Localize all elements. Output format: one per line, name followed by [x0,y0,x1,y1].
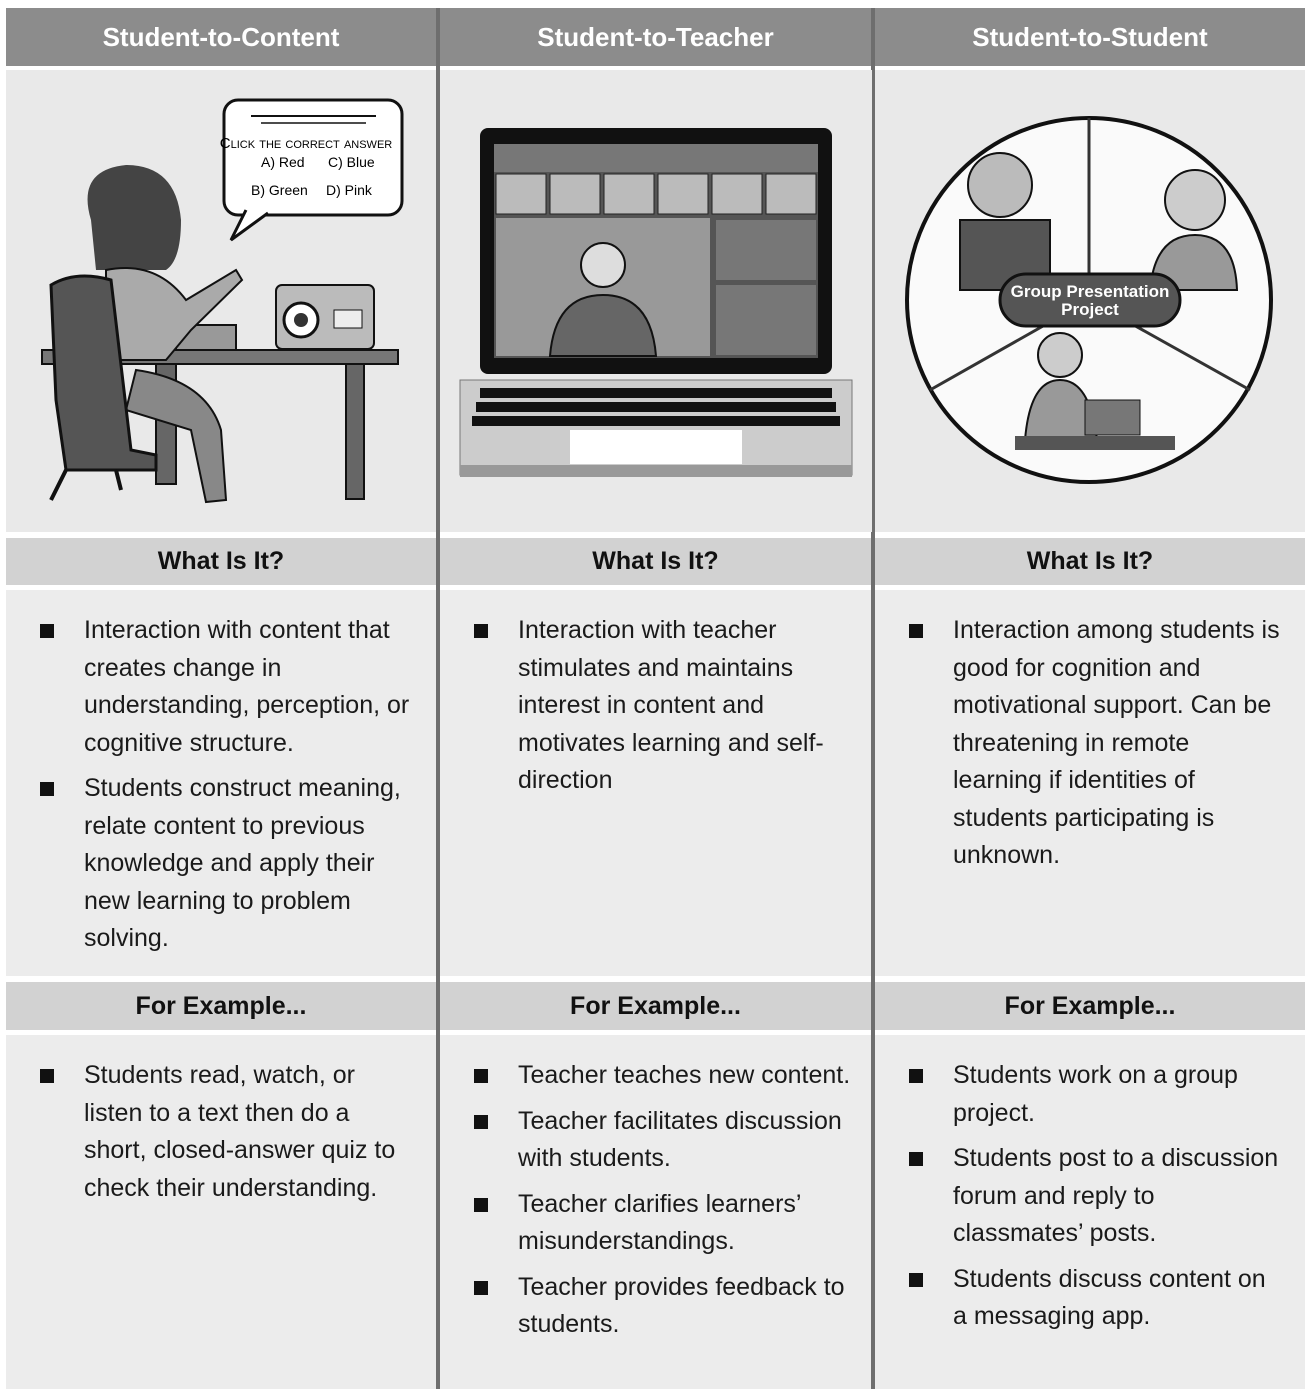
section-header: What Is It? [875,538,1305,585]
bullet-item: Interaction among students is good for c… [875,612,1285,875]
bullet-item: Teacher clarifies learners’ misunderstan… [440,1186,851,1261]
section-header: For Example... [6,982,436,1030]
bullet-list: Interaction with content that creates ch… [6,612,416,958]
quiz-option: C) Blue [328,154,375,170]
bullet-list: Interaction with teacher stimulates and … [440,612,851,800]
quiz-option: D) Pink [326,182,373,198]
bullet-item: Teacher facilitates discussion with stud… [440,1103,851,1178]
section-header: For Example... [440,982,871,1030]
column-header: Student-to-Content [6,8,436,66]
bullet-item: Students work on a group project. [875,1057,1285,1132]
bullet-list: Students read, watch, or listen to a tex… [6,1057,416,1207]
section-header: For Example... [875,982,1305,1030]
column-header: Student-to-Student [875,8,1305,66]
bullet-cell: Interaction among students is good for c… [875,590,1305,976]
bullet-cell: Students read, watch, or listen to a tex… [6,1035,436,1389]
bullet-item: Students construct meaning, relate conte… [6,770,416,958]
divider [436,8,440,1389]
illustration: Click the correct answer A) Red C) Blue … [6,70,436,532]
bullet-cell: Teacher teaches new content. Teacher faci… [440,1035,871,1389]
bullet-cell: Interaction with teacher stimulates and … [440,590,871,976]
bullet-item: Students read, watch, or listen to a tex… [6,1057,416,1207]
illustration [440,70,872,532]
bullet-item: Teacher teaches new content. [440,1057,851,1095]
bullet-item: Interaction with content that creates ch… [6,612,416,762]
badge: Group Presentation Project [1010,282,1170,319]
column-header: Student-to-Teacher [440,8,871,66]
bullet-item: Students post to a discussion forum and … [875,1140,1285,1253]
divider [871,8,875,1389]
bullet-cell: Students work on a group project. Student… [875,1035,1305,1389]
quiz-prompt: Click the correct answer [220,135,393,152]
section-header: What Is It? [6,538,436,585]
bullet-item: Teacher provides feedback to students. [440,1269,851,1344]
quiz-option: B) Green [251,182,308,198]
bullet-cell: Interaction with content that creates ch… [6,590,436,976]
bullet-list: Students work on a group project. Student… [875,1057,1285,1336]
quiz-option: A) Red [261,154,305,170]
bullet-list: Interaction among students is good for c… [875,612,1285,875]
bullet-list: Teacher teaches new content. Teacher faci… [440,1057,851,1344]
section-header: What Is It? [440,538,871,585]
illustration: Group Presentation Project [875,70,1305,532]
bullet-item: Students discuss content on a messaging … [875,1261,1285,1336]
bullet-item: Interaction with teacher stimulates and … [440,612,851,800]
